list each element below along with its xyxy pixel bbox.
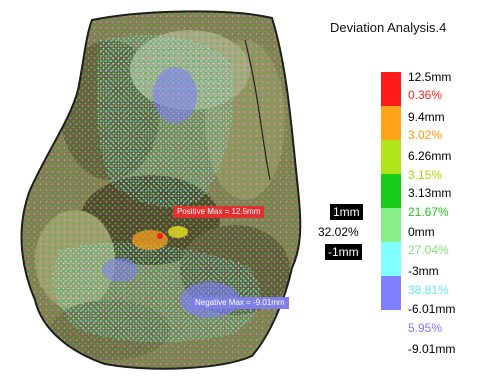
bone-outline bbox=[20, 10, 302, 370]
legend-band-orange bbox=[381, 106, 401, 140]
legend-value: 3.13mm bbox=[408, 186, 452, 200]
legend-value: 9.4mm bbox=[408, 110, 445, 124]
negative-max-tag[interactable]: Negative Max = -9.01mm bbox=[191, 297, 289, 309]
legend-band-light-green bbox=[381, 208, 401, 242]
legend-percentage: 3.02% bbox=[408, 128, 443, 142]
legend-band-green bbox=[381, 174, 401, 208]
legend-percentage: 27.04% bbox=[408, 243, 449, 257]
legend-percentage: 21.67% bbox=[408, 205, 449, 219]
legend-value: 0mm bbox=[408, 225, 435, 239]
tolerance-percentage: 32.02% bbox=[318, 225, 359, 239]
legend-band-yellow-green bbox=[381, 140, 401, 174]
legend-value: -9.01mm bbox=[408, 342, 456, 356]
tolerance-upper: 1mm bbox=[330, 204, 363, 220]
tolerance-lower: -1mm bbox=[325, 244, 362, 260]
legend-percentage: 0.36% bbox=[408, 88, 443, 102]
legend-band-blue bbox=[381, 276, 401, 310]
legend-band-white bbox=[381, 310, 401, 344]
legend-percentage: 5.95% bbox=[408, 321, 443, 335]
legend-percentage: 38.81% bbox=[408, 283, 449, 297]
legend-band-cyan bbox=[381, 242, 401, 276]
legend-value: -3mm bbox=[408, 264, 439, 278]
legend-value: 6.26mm bbox=[408, 149, 452, 163]
legend-value: 12.5mm bbox=[408, 70, 452, 84]
legend-percentage: 3.15% bbox=[408, 168, 443, 182]
legend-value: -6.01mm bbox=[408, 302, 456, 316]
positive-max-tag[interactable]: Positive Max = 12.5mm bbox=[173, 206, 265, 218]
legend-band-red bbox=[381, 72, 401, 106]
analysis-title: Deviation Analysis.4 bbox=[330, 20, 447, 35]
color-scale-bar bbox=[381, 72, 401, 344]
